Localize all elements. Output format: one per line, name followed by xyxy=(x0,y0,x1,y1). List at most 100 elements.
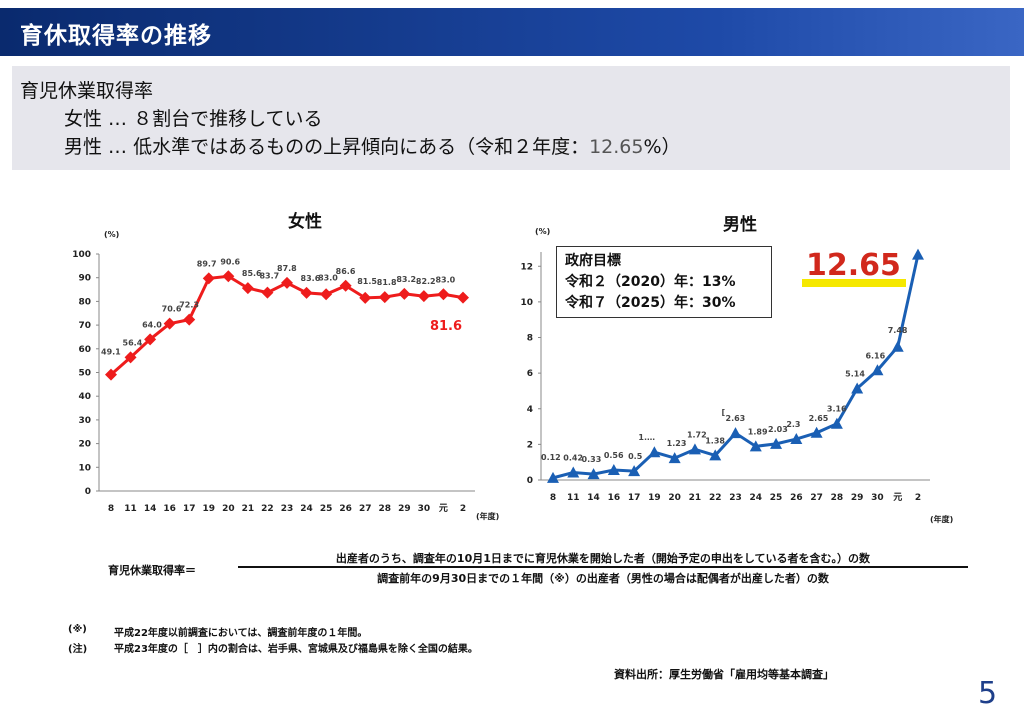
men-x-unit: (年度) xyxy=(930,514,953,524)
note-text-1: 平成22年度以前調査においては、調査前年度の１年間。 xyxy=(114,628,368,639)
formula-label: 育児休業取得率＝ xyxy=(108,564,196,577)
men-data-label: 5.14 xyxy=(845,369,865,378)
highlight-underline xyxy=(802,279,906,287)
men-y-tick-label: 6 xyxy=(527,369,533,379)
women-data-label: 83.7 xyxy=(259,272,279,281)
women-y-tick-label: 60 xyxy=(78,345,91,355)
women-data-point xyxy=(222,270,235,283)
men-highlight-value: 12.65 xyxy=(806,248,901,283)
women-y-tick-label: 50 xyxy=(78,369,91,379)
men-data-label: 1.89 xyxy=(748,427,768,436)
men-data-label: 1.72 xyxy=(687,430,707,439)
women-data-label: 83.0 xyxy=(318,273,338,282)
goal-box: 政府目標 令和２（2020）年：13% 令和７（2025）年：30% xyxy=(556,246,772,318)
men-y-tick-label: 8 xyxy=(527,334,533,344)
women-y-tick-label: 80 xyxy=(78,297,91,307)
women-x-tick-label: 2 xyxy=(460,504,466,514)
women-x-tick-label: 24 xyxy=(300,504,313,514)
women-data-point xyxy=(124,351,137,364)
women-data-point xyxy=(359,291,372,304)
men-data-point xyxy=(709,449,722,461)
men-data-label: 1.38 xyxy=(705,436,725,445)
women-y-unit: (%) xyxy=(104,230,119,239)
men-x-tick-label: 22 xyxy=(709,493,722,503)
women-x-tick-label: 16 xyxy=(163,504,176,514)
women-data-point xyxy=(163,317,176,330)
summary-box: 育児休業取得率 女性 … ８割台で推移している 男性 … 低水準ではあるものの上… xyxy=(12,66,1010,170)
women-data-point xyxy=(437,288,450,301)
men-data-point xyxy=(770,437,783,449)
men-data-label: 1.23 xyxy=(667,439,687,448)
men-x-tick-label: 25 xyxy=(770,493,783,503)
men-x-tick-label: 20 xyxy=(668,493,681,503)
women-data-point xyxy=(320,288,333,301)
men-y-unit: (%) xyxy=(535,227,550,236)
women-data-label: 86.6 xyxy=(336,267,356,276)
men-data-label: 1.… xyxy=(638,433,655,442)
men-data-point xyxy=(871,364,884,376)
women-data-label: 56.4 xyxy=(123,338,143,347)
men-data-point xyxy=(648,446,661,458)
women-x-tick-label: 14 xyxy=(144,504,157,514)
women-x-tick-label: 20 xyxy=(222,504,235,514)
men-x-tick-label: 28 xyxy=(831,493,844,503)
women-x-tick-label: 19 xyxy=(203,504,216,514)
formula-denominator: 調査前年の9月30日までの１年間（※）の出産者（男性の場合は配偶者が出産した者）… xyxy=(377,572,829,585)
women-y-tick-label: 90 xyxy=(78,274,91,284)
women-x-tick-label: 11 xyxy=(124,504,137,514)
men-y-tick-label: 0 xyxy=(527,476,533,486)
goal-line-2: 令和７（2025）年：30% xyxy=(565,295,736,311)
women-data-point xyxy=(339,279,352,292)
women-data-point xyxy=(241,282,254,295)
men-data-label: 6.16 xyxy=(865,351,885,360)
women-data-point xyxy=(105,368,117,381)
men-x-tick-label: 21 xyxy=(689,493,702,503)
note-text-2: 平成23年度の［ ］内の割合は、岩手県、宮城県及び福島県を除く全国の結果。 xyxy=(114,644,478,655)
men-y-tick-label: 4 xyxy=(527,405,533,415)
men-x-tick-label: 23 xyxy=(729,493,742,503)
women-chart-title: 女性 xyxy=(288,211,322,232)
men-data-point xyxy=(749,440,762,452)
men-x-tick-label: 29 xyxy=(851,493,864,503)
women-data-point xyxy=(378,291,391,304)
women-x-tick-label: 28 xyxy=(379,504,392,514)
goal-title: 政府目標 xyxy=(565,253,621,269)
men-x-tick-label: 17 xyxy=(628,493,641,503)
women-data-label: 49.1 xyxy=(101,348,121,357)
men-data-point xyxy=(790,433,803,445)
women-data-label: 81.8 xyxy=(377,278,397,287)
men-y-tick-label: 10 xyxy=(520,298,533,308)
women-data-point xyxy=(261,286,274,299)
men-data-point xyxy=(729,427,742,439)
men-x-tick-label: 8 xyxy=(550,493,556,503)
women-x-tick-label: 26 xyxy=(339,504,352,514)
women-y-tick-label: 100 xyxy=(72,250,91,260)
men-x-tick-label: 元 xyxy=(893,492,902,503)
women-data-label: 72.3 xyxy=(179,301,199,310)
men-data-label: 2.3 xyxy=(786,420,800,429)
women-x-tick-label: 8 xyxy=(108,504,114,514)
women-data-label: 70.6 xyxy=(162,305,182,314)
men-data-label: 3.16 xyxy=(827,405,847,414)
women-x-tick-label: 元 xyxy=(439,503,448,514)
women-highlight-value: 81.6 xyxy=(430,319,462,334)
men-data-point xyxy=(587,468,600,480)
men-data-point xyxy=(851,382,864,394)
men-data-point xyxy=(668,452,681,464)
men-data-point xyxy=(830,417,843,429)
note-mark-1: (※) xyxy=(68,624,87,635)
men-y-tick-label: 2 xyxy=(527,440,533,450)
women-data-label: 83.6 xyxy=(301,274,321,283)
summary-women: 女性 … ８割台で推移している xyxy=(64,108,323,130)
summary-men-value: 12.65 xyxy=(589,136,644,158)
women-x-tick-label: 23 xyxy=(281,504,294,514)
women-data-label: 89.7 xyxy=(197,259,217,268)
women-x-tick-label: 21 xyxy=(242,504,255,514)
women-series-line xyxy=(110,274,464,376)
women-data-label: 87.8 xyxy=(277,264,297,273)
men-data-label: 2.65 xyxy=(809,414,829,423)
men-data-point xyxy=(688,443,701,455)
women-data-point xyxy=(300,286,313,299)
men-x-tick-label: 19 xyxy=(648,493,661,503)
